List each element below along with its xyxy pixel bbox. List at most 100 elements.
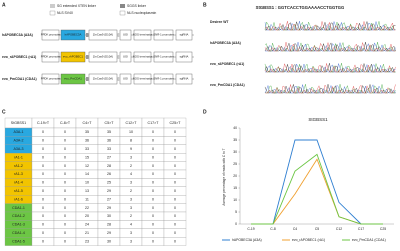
element-label: SNR-1 promoter xyxy=(153,55,173,59)
cell-value: 0 xyxy=(64,197,66,201)
y-tick-label: 0 xyxy=(235,222,237,226)
cell-value: 0 xyxy=(174,139,176,143)
cell-value: 0 xyxy=(64,239,66,243)
cell-value: 0 xyxy=(42,172,44,176)
element-label: ZmCas9 (D10A) xyxy=(93,33,113,37)
cell-value: 0 xyxy=(64,139,66,143)
cell-value: 0 xyxy=(42,223,44,227)
header-text: C5>T xyxy=(105,121,115,125)
cell-value: 0 xyxy=(64,189,66,193)
cell-value: 0 xyxy=(152,130,154,134)
cell-value: 29 xyxy=(107,231,111,235)
element-label: ZmCas9 (D10A) xyxy=(93,77,113,81)
construct-label: hAPOBEC3A (A3A) xyxy=(2,33,33,37)
legend-swatch xyxy=(120,4,125,8)
element-label: NOS terminator xyxy=(133,33,152,37)
cell-value: 0 xyxy=(42,164,44,168)
series-line xyxy=(251,139,383,225)
cell-value: 0 xyxy=(152,231,154,235)
cell-value: 0 xyxy=(174,155,176,159)
cell-value: 0 xyxy=(152,139,154,143)
sample-label: evo_rAPOBEC1 (rA1) xyxy=(210,62,244,66)
cell-value: 0 xyxy=(42,231,44,235)
construct-element xyxy=(41,73,60,85)
cell-value: 0 xyxy=(152,197,154,201)
cell-value: 0 xyxy=(42,139,44,143)
cell-value: 10 xyxy=(129,130,133,134)
element-label: evo_PmCDA1 xyxy=(64,77,82,81)
cell-value: 0 xyxy=(64,214,66,218)
y-tick-label: 25 xyxy=(233,162,237,166)
cell-value: 20 xyxy=(85,214,89,218)
panel-letter: C xyxy=(2,109,6,115)
row-label: rA1-5 xyxy=(14,189,23,193)
element-label: SNR-1 promoter xyxy=(153,33,173,37)
cell-value: 0 xyxy=(174,130,176,134)
linker xyxy=(117,55,120,59)
cell-value: 23 xyxy=(85,239,89,243)
cell-value: 10 xyxy=(85,181,89,185)
cell-value: 0 xyxy=(152,147,154,151)
header-text: C12>T xyxy=(126,121,138,125)
cell-value: 27 xyxy=(107,197,111,201)
cell-value: 27 xyxy=(107,155,111,159)
y-tick-label: 5 xyxy=(235,210,237,214)
cell-value: 28 xyxy=(107,223,111,227)
cell-value: 0 xyxy=(174,214,176,218)
construct-element xyxy=(41,29,60,41)
element-label: PPDK promoter xyxy=(41,33,61,37)
cell-value: 3 xyxy=(130,231,132,235)
linker xyxy=(86,55,89,59)
cell-value: 0 xyxy=(64,155,66,159)
construct-element xyxy=(153,73,174,85)
cell-value: 0 xyxy=(64,231,66,235)
linker xyxy=(86,77,89,81)
legend-label: SGGS linker xyxy=(127,4,147,8)
cell-value: 30 xyxy=(107,214,111,218)
cell-value: 33 xyxy=(107,147,111,151)
row-label: rA1-6 xyxy=(14,197,23,201)
cell-value: 0 xyxy=(64,130,66,134)
construct-element xyxy=(153,51,174,63)
cell-value: 28 xyxy=(107,164,111,168)
x-tick-label: C4 xyxy=(293,227,297,231)
cell-value: 0 xyxy=(42,206,44,210)
cell-value: 0 xyxy=(174,231,176,235)
cell-value: 0 xyxy=(152,189,154,193)
row-label: A3A-2 xyxy=(14,139,24,143)
panel-letter: A xyxy=(2,2,6,8)
construct-element xyxy=(88,51,118,63)
legend-label: hAPOBEC3A (A3A) xyxy=(232,238,262,242)
sample-label: evo_PmCDA1 (CDA1) xyxy=(210,83,245,87)
construct-element xyxy=(133,73,152,85)
cell-value: 12 xyxy=(85,164,89,168)
legend-label: SG extended XTEN linker xyxy=(57,4,97,8)
row-label: CDA1-5 xyxy=(12,239,25,243)
cell-value: 36 xyxy=(107,139,111,143)
linker xyxy=(86,33,89,37)
cell-value: 22 xyxy=(85,206,89,210)
legend-label: evo_rAPOBEC1 (rA1) xyxy=(292,238,325,242)
table-cell xyxy=(163,237,187,246)
chromatogram-trace xyxy=(264,84,396,94)
header-text: C25>T xyxy=(170,121,182,125)
row-label: rA1-1 xyxy=(14,155,23,159)
cell-value: 0 xyxy=(42,181,44,185)
panel-letter: D xyxy=(203,109,207,115)
chromatogram-trace xyxy=(264,83,396,94)
legend-swatch xyxy=(119,10,126,16)
element-label: evo_rAPOBEC1 xyxy=(63,55,84,59)
chromatogram-trace xyxy=(265,42,396,52)
y-tick-label: 20 xyxy=(233,174,237,178)
construct-element xyxy=(41,51,60,63)
row-label: CDA1-1 xyxy=(12,206,25,210)
row-label: rA1-3 xyxy=(14,172,23,176)
cell-value: 2 xyxy=(130,214,132,218)
y-tick-label: 15 xyxy=(233,186,237,190)
cell-value: 0 xyxy=(152,172,154,176)
cell-value: 0 xyxy=(152,155,154,159)
sample-label: Desiree WT xyxy=(210,20,229,24)
chromatogram-trace xyxy=(265,84,396,94)
cell-value: 36 xyxy=(85,139,89,143)
